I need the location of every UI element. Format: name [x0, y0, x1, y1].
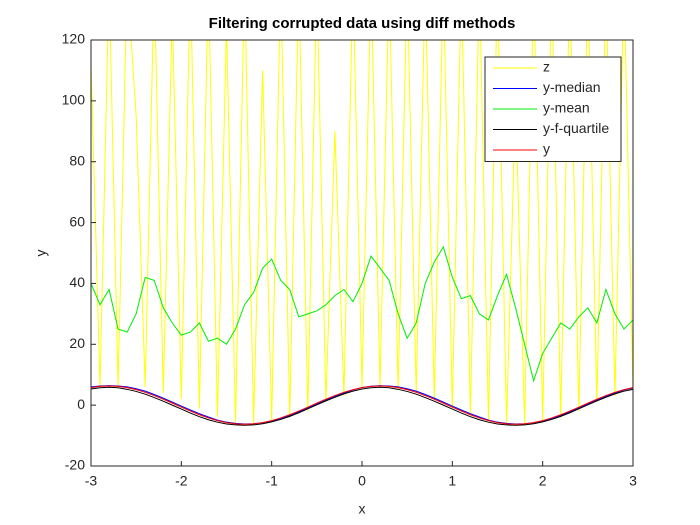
chart-title: Filtering corrupted data using diff meth…: [209, 15, 516, 32]
series-line: [91, 385, 633, 425]
y-tick-label: 0: [77, 396, 85, 412]
legend-label: y-mean: [543, 100, 590, 116]
series-line: [91, 386, 633, 426]
y-tick-label: 60: [69, 213, 85, 229]
x-tick-label: -2: [175, 473, 188, 489]
legend-label: z: [543, 59, 550, 75]
y-axis-label: y: [33, 250, 49, 257]
y-tick-label: 80: [69, 152, 85, 168]
x-tick-label: -3: [85, 473, 98, 489]
x-tick-label: -1: [265, 473, 278, 489]
series-line: [91, 245, 633, 383]
x-axis-label: x: [359, 501, 366, 517]
y-tick-label: 40: [69, 274, 85, 290]
x-tick-label: 0: [358, 473, 366, 489]
x-tick-label: 3: [629, 473, 637, 489]
legend-label: y-f-quartile: [543, 120, 609, 136]
y-tick-label: 100: [62, 92, 86, 108]
legend-label: y: [543, 141, 550, 157]
plot-lines: [91, 40, 633, 426]
y-tick-label: 20: [69, 335, 85, 351]
x-tick-label: 2: [539, 473, 547, 489]
y-tick-label: 120: [62, 31, 86, 47]
y-tick-label: -20: [65, 457, 85, 473]
legend-label: y-median: [543, 79, 601, 95]
x-tick-label: 1: [448, 473, 456, 489]
